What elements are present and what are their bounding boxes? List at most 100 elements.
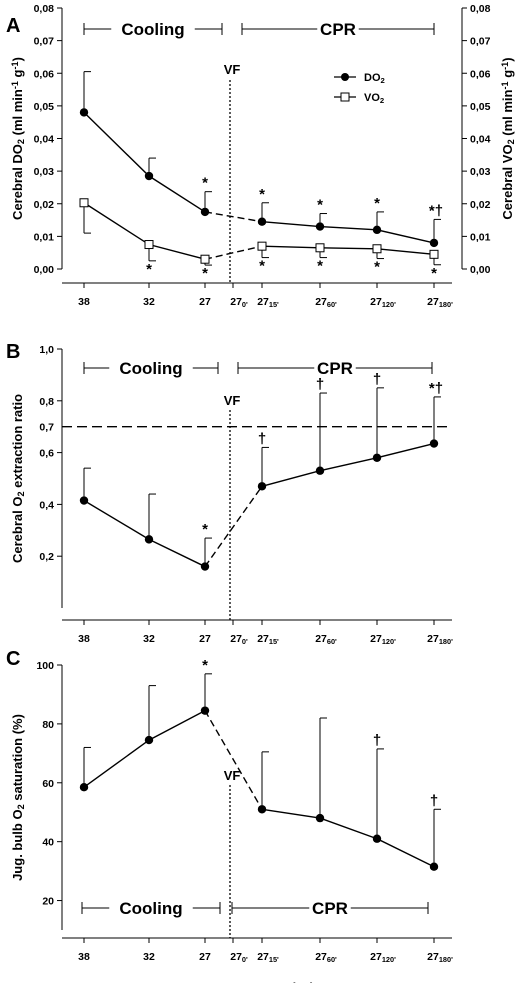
series-line-vf [204, 710, 263, 810]
x-tick-label: 270' [230, 633, 248, 646]
x-tick-label: 32 [143, 633, 155, 645]
panel-a: A 0,00 0,01 0,02 0,03 0,04 0,05 0,06 0,07 0,08 0,0… [6, 3, 516, 309]
significance-mark: * [146, 261, 152, 278]
data-point-square [144, 240, 154, 250]
x-tick-label: 270' [230, 951, 248, 964]
x-tick-label: 27180' [427, 951, 453, 964]
panel-c: C 20 40 60 80 100 38 32 27 270' 2715' 2760' 27120' 27… [6, 648, 453, 983]
y-tick-label: 0,00 [34, 264, 55, 276]
y-tick-label: 0,03 [34, 166, 55, 178]
phase-label: CPR [320, 20, 356, 39]
legend-marker [340, 92, 350, 102]
x-tick-label: 27 [199, 951, 211, 963]
bracket-label-bg [109, 896, 193, 920]
series-1: * * * * * * [79, 198, 441, 282]
series-0: * † † [79, 657, 441, 871]
data-point-circle [315, 813, 325, 823]
series-line-vf [204, 245, 263, 260]
data-point-square [372, 244, 382, 254]
y-tick-label: 100 [36, 660, 54, 672]
data-point-square [257, 241, 267, 251]
panel-letter: C [6, 648, 20, 670]
data-point-circle [315, 222, 325, 231]
significance-mark: † [258, 430, 266, 447]
cpr-bracket: CPR [231, 896, 429, 920]
phase-label: Cooling [119, 359, 182, 378]
x-tick-label: 2760' [315, 296, 337, 309]
x-tick-label: 2760' [315, 951, 337, 964]
series-line-vf [204, 211, 263, 223]
series-line-vf [204, 485, 263, 567]
y-tick-label-right: 0,02 [470, 199, 491, 211]
y-tick-label: 60 [42, 778, 54, 790]
x-tick-label: 27 [199, 633, 211, 645]
significance-mark: * [259, 258, 265, 275]
x-tick-label: 270' [230, 296, 248, 309]
data-point-circle [257, 805, 267, 814]
y-tick-label: 0,06 [34, 68, 55, 80]
panel-letter: B [6, 341, 20, 363]
data-point-circle [372, 834, 382, 843]
x-tick-label: 2715' [257, 633, 279, 646]
vf-label: VF [224, 768, 241, 783]
data-point-circle [144, 535, 154, 544]
y-tick-label-right: 0,07 [470, 36, 491, 48]
vf-label: VF [224, 393, 241, 408]
y-tick-label: 0,05 [34, 101, 55, 113]
bracket-label-bg [317, 17, 359, 41]
phase-label: CPR [317, 359, 353, 378]
y-tick-label: 0,8 [39, 396, 54, 408]
y-axis-title: Jug. bulb O2 saturation (%) [10, 714, 26, 881]
data-point-square [200, 254, 210, 264]
y-tick-label-right: 0,04 [470, 134, 491, 146]
data-point-circle [200, 706, 210, 715]
x-tick-label: 32 [143, 296, 155, 308]
cooling-bracket: Cooling [83, 17, 223, 41]
data-point-square [79, 198, 89, 208]
y-tick-label: 0,07 [34, 36, 55, 48]
x-axis-title: Temperature (°C) [210, 980, 315, 983]
series-line-cpr [261, 442, 435, 487]
series-line-cpr [261, 220, 435, 244]
y-tick-label-right: 0,06 [470, 68, 491, 80]
y-axis-title-right: Cerebral VO2 (ml min-1 g-1) [500, 57, 516, 219]
series-0: *†† †*† [79, 371, 443, 571]
phase-label: Cooling [119, 899, 182, 918]
significance-mark: * [202, 657, 208, 674]
y-tick-label-right: 0,01 [470, 231, 491, 243]
significance-mark: † [430, 792, 438, 809]
significance-mark: *† [429, 202, 443, 219]
series-line-cpr [261, 245, 435, 256]
y-tick-label: 40 [42, 837, 54, 849]
significance-mark: * [317, 197, 323, 214]
legend-label: VO2 [364, 92, 384, 105]
significance-mark: * [259, 186, 265, 203]
significance-mark: † [316, 376, 324, 393]
x-tick-label: 27120' [370, 296, 396, 309]
significance-mark: * [202, 175, 208, 192]
y-tick-label: 0,08 [34, 3, 55, 15]
data-point-circle [429, 238, 439, 248]
data-point-circle [79, 782, 89, 792]
data-point-circle [79, 496, 89, 505]
panel-letter: A [6, 15, 20, 37]
x-tick-label: 38 [78, 951, 90, 963]
bracket-label-bg [309, 896, 351, 920]
data-point-circle [144, 735, 154, 745]
x-tick-label: 38 [78, 296, 90, 308]
data-point-circle [79, 108, 89, 117]
y-tick-label-right: 0,00 [470, 264, 491, 276]
y-tick-label: 1,0 [39, 344, 54, 356]
x-tick-label: 27120' [370, 951, 396, 964]
significance-mark: * [317, 258, 323, 275]
significance-mark: * [202, 265, 208, 282]
significance-mark: * [202, 521, 208, 538]
bracket-label-bg [109, 356, 193, 380]
legend-marker [341, 73, 349, 81]
series-line-cpr [261, 808, 435, 868]
data-point-square [315, 243, 325, 253]
series-line-cooling [83, 202, 206, 260]
data-point-circle [257, 217, 267, 226]
legend-label: DO2 [364, 72, 385, 85]
